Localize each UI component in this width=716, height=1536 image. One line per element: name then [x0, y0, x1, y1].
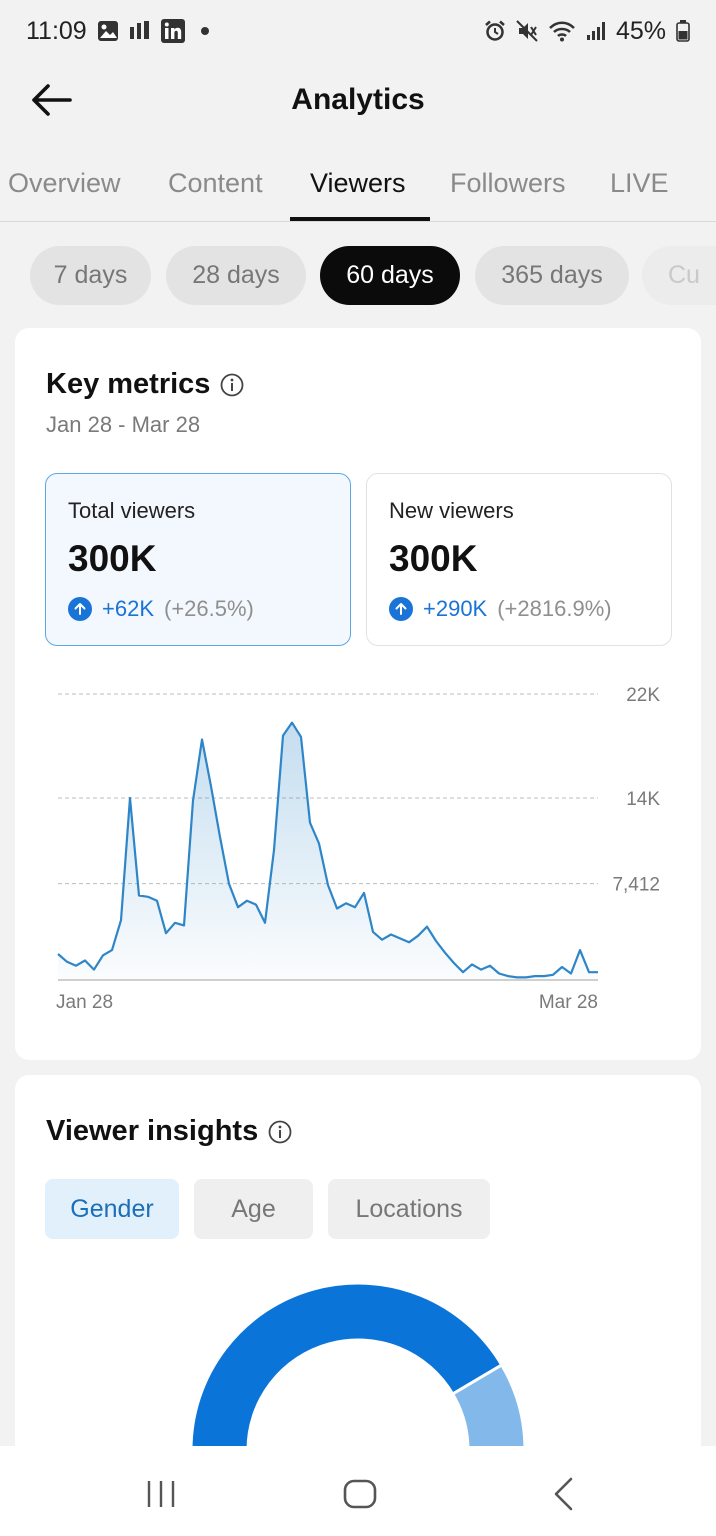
page-title: Analytics	[291, 83, 425, 116]
chevron-left-icon	[554, 1477, 573, 1511]
metric-value: 300K	[68, 538, 157, 579]
viewer-insights-card: Viewer insights Gender Age Locations	[15, 1075, 701, 1475]
period-28-days[interactable]: 28 days	[166, 246, 306, 305]
metric-change: +62K (+26.5%)	[68, 596, 254, 622]
status-bar: 11:09 45%	[0, 0, 716, 62]
battery-percent: 45%	[615, 16, 666, 45]
change-value: +62K	[102, 596, 154, 621]
back-button[interactable]	[30, 80, 76, 120]
status-time: 11:09	[26, 16, 87, 45]
period-60-days[interactable]: 60 days	[320, 246, 460, 305]
x-end-label: Mar 28	[539, 992, 598, 1013]
donut-slice-segment-1	[189, 1281, 504, 1452]
arrow-up-icon	[389, 597, 413, 621]
period-365-days[interactable]: 365 days	[475, 246, 629, 305]
y-tick-label: 14K	[626, 789, 660, 810]
tab-bar: Overview Content Viewers Followers LIVE	[0, 150, 716, 222]
back-nav-button[interactable]	[533, 1474, 593, 1514]
gallery-icon	[97, 20, 119, 42]
system-nav-bar	[0, 1446, 716, 1536]
recent-apps-button[interactable]	[131, 1474, 191, 1514]
insight-tab-locations[interactable]: Locations	[328, 1179, 490, 1239]
arrow-up-icon	[68, 597, 92, 621]
metric-value: 300K	[389, 538, 478, 579]
key-metrics-heading: Key metrics	[46, 368, 244, 401]
battery-icon	[676, 20, 690, 42]
tab-live[interactable]: LIVE	[610, 168, 669, 198]
active-tab-indicator	[290, 217, 430, 221]
key-metrics-card: Key metrics Jan 28 - Mar 28 Total viewer…	[15, 328, 701, 1060]
linkedin-icon	[160, 19, 185, 43]
metric-label: Total viewers	[68, 498, 196, 523]
home-button[interactable]	[330, 1474, 390, 1514]
wifi-icon	[548, 20, 576, 42]
arrow-left-icon	[32, 84, 72, 116]
period-7-days[interactable]: 7 days	[30, 246, 151, 305]
notification-dot	[200, 27, 209, 35]
insight-tab-age[interactable]: Age	[194, 1179, 313, 1239]
date-range: Jan 28 - Mar 28	[46, 412, 201, 437]
change-value: +290K	[423, 596, 488, 621]
y-tick-label: 7,412	[612, 875, 660, 896]
info-icon[interactable]	[268, 1120, 292, 1144]
new-viewers-card[interactable]: New viewers 300K +290K (+2816.9%)	[366, 473, 672, 646]
series-line	[57, 721, 598, 979]
viewer-insights-heading: Viewer insights	[46, 1115, 292, 1148]
metric-change: +290K (+2816.9%)	[389, 596, 612, 622]
mute-icon	[516, 20, 538, 42]
home-icon	[343, 1479, 377, 1509]
gender-donut-chart	[189, 1281, 527, 1452]
tab-viewers[interactable]: Viewers	[310, 168, 406, 198]
recent-apps-icon	[147, 1481, 175, 1507]
insight-tab-gender[interactable]: Gender	[45, 1179, 179, 1239]
metric-label: New viewers	[389, 498, 514, 523]
signal-bars-icon	[129, 21, 151, 41]
change-percent: (+26.5%)	[164, 596, 254, 621]
series-area	[58, 722, 598, 980]
key-metrics-title: Key metrics	[46, 368, 211, 400]
viewers-chart[interactable]: 22K 14K 7,412 Jan 28 Mar 28	[15, 668, 701, 1028]
viewer-insights-title: Viewer insights	[46, 1115, 259, 1147]
tab-content[interactable]: Content	[168, 168, 263, 198]
cell-signal-icon	[586, 21, 606, 41]
alarm-icon	[484, 20, 506, 42]
change-percent: (+2816.9%)	[497, 596, 612, 621]
tab-followers[interactable]: Followers	[450, 168, 566, 198]
total-viewers-card[interactable]: Total viewers 300K +62K (+26.5%)	[45, 473, 351, 646]
y-tick-label: 22K	[626, 685, 660, 706]
tab-overview[interactable]: Overview	[8, 168, 121, 198]
info-icon[interactable]	[220, 373, 244, 397]
period-custom[interactable]: Cu	[642, 246, 716, 305]
app-header: Analytics	[0, 62, 716, 138]
x-start-label: Jan 28	[56, 992, 113, 1013]
